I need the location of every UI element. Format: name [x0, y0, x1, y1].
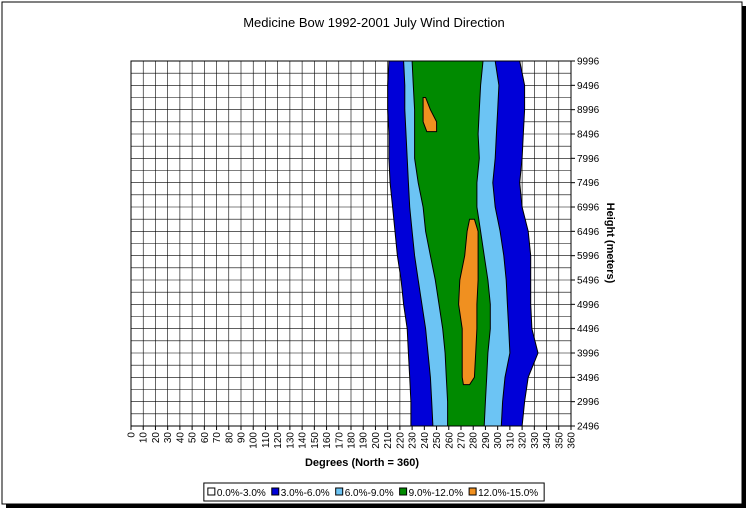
legend: 0.0%-3.0% 3.0%-6.0% 6.0%-9.0% 9.0%-12.0% 12.… — [203, 482, 545, 502]
legend-item: 9.0%-12.0% — [399, 487, 464, 499]
x-tick-label: 0 — [127, 432, 138, 438]
legend-label: 9.0%-12.0% — [409, 488, 464, 499]
contour-band — [422, 97, 438, 133]
y-tick-label: 4496 — [577, 324, 600, 335]
x-tick-label: 360 — [567, 432, 578, 449]
x-tick-label: 120 — [273, 432, 284, 449]
x-tick-label: 80 — [224, 432, 235, 444]
x-tick-label: 110 — [261, 432, 272, 448]
x-tick-label: 350 — [554, 432, 565, 449]
x-tick-label: 70 — [212, 432, 223, 444]
legend-swatch — [207, 487, 216, 496]
legend-item: 12.0%-15.0% — [468, 487, 538, 499]
contour-band — [458, 218, 479, 386]
x-tick-label: 280 — [469, 432, 480, 449]
legend-label: 6.0%-9.0% — [345, 488, 394, 499]
y-tick-label: 5496 — [577, 276, 600, 287]
y-tick-label: 3496 — [577, 373, 600, 384]
x-tick-label: 40 — [175, 432, 186, 444]
x-tick-label: 90 — [237, 432, 248, 444]
legend-item: 3.0%-6.0% — [271, 487, 330, 499]
x-tick-label: 270 — [457, 432, 468, 449]
legend-label: 12.0%-15.0% — [478, 488, 538, 499]
x-tick-label: 140 — [298, 432, 309, 449]
legend-label: 0.0%-3.0% — [217, 488, 266, 499]
y-tick-label: 8996 — [577, 105, 600, 116]
x-tick-label: 30 — [163, 432, 174, 444]
y-tick-label: 8496 — [577, 130, 600, 141]
legend-item: 6.0%-9.0% — [335, 487, 394, 499]
x-tick-label: 210 — [383, 432, 394, 449]
x-tick-label: 10 — [139, 432, 150, 444]
legend-swatch — [399, 487, 408, 496]
x-tick-label: 240 — [420, 432, 431, 449]
legend-swatch — [271, 487, 280, 496]
y-tick-label: 5996 — [577, 251, 600, 262]
x-tick-label: 100 — [249, 432, 260, 449]
y-tick-label: 4996 — [577, 300, 600, 311]
x-tick-label: 170 — [334, 432, 345, 449]
x-tick-label: 260 — [444, 432, 455, 449]
x-tick-label: 290 — [481, 432, 492, 449]
y-tick-label: 2996 — [577, 397, 600, 408]
legend-swatch — [335, 487, 344, 496]
x-tick-label: 20 — [151, 432, 162, 444]
x-tick-label: 230 — [408, 432, 419, 449]
y-tick-label: 2496 — [577, 422, 600, 433]
y-tick-label: 6996 — [577, 203, 600, 214]
x-tick-label: 50 — [188, 432, 199, 444]
y-tick-label: 9996 — [577, 57, 600, 68]
y-tick-label: 7996 — [577, 154, 600, 165]
x-tick-label: 200 — [371, 432, 382, 449]
x-tick-label: 150 — [310, 432, 321, 449]
legend-item: 0.0%-3.0% — [207, 487, 266, 499]
x-tick-label: 330 — [530, 432, 541, 449]
x-tick-label: 130 — [285, 432, 296, 449]
y-tick-label: 6496 — [577, 227, 600, 238]
legend-box — [203, 482, 545, 502]
y-tick-label: 9496 — [577, 81, 600, 92]
x-tick-label: 180 — [347, 432, 358, 449]
legend-label: 3.0%-6.0% — [281, 488, 330, 499]
y-axis-label: Height (meters) — [604, 203, 616, 284]
x-tick-label: 300 — [493, 432, 504, 449]
plot-area: 0 10 20 30 40 50 60 70 80 90 100 110 120 130 140 150 160… — [127, 57, 600, 449]
x-tick-label: 160 — [322, 432, 333, 449]
y-tick-label: 3996 — [577, 349, 600, 360]
chart-title: Medicine Bow 1992-2001 July Wind Directi… — [243, 15, 505, 30]
y-tick-label: 7496 — [577, 178, 600, 189]
x-tick-label: 310 — [505, 432, 516, 449]
x-tick-label: 340 — [542, 432, 553, 449]
x-tick-label: 190 — [359, 432, 370, 449]
x-tick-label: 60 — [200, 432, 211, 444]
x-tick-label: 220 — [395, 432, 406, 449]
legend-swatch — [468, 487, 477, 496]
x-tick-label: 320 — [518, 432, 529, 449]
x-axis-label: Degrees (North = 360) — [305, 457, 419, 469]
x-tick-label: 250 — [432, 432, 443, 449]
